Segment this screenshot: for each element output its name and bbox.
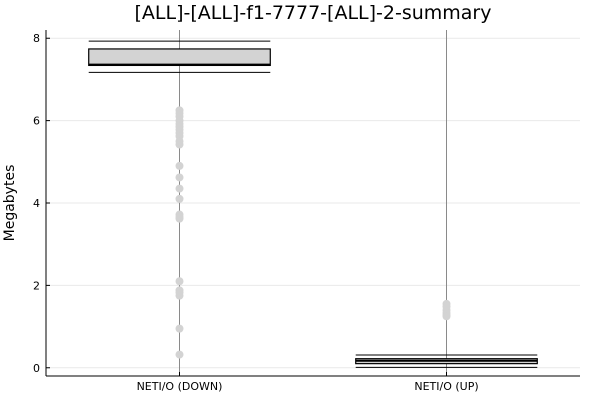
y-tick-label: 0: [33, 362, 40, 375]
y-tick-label: 8: [33, 32, 40, 45]
outlier-points: [175, 106, 451, 359]
y-axis-title: Megabytes: [2, 165, 18, 242]
outlier-point: [175, 350, 184, 359]
outlier-point: [175, 140, 184, 149]
y-tick-label: 4: [33, 197, 40, 210]
outlier-point: [175, 277, 184, 286]
tick-labels: 0 2 4 6 8 NETI/O (DOWN) NETI/O (UP): [33, 32, 479, 393]
y-tick-label: 2: [33, 279, 40, 292]
outlier-point: [175, 173, 184, 182]
gridlines: [46, 37, 580, 369]
iqr-box: [88, 48, 271, 67]
x-tick-label: NETI/O (UP): [414, 380, 478, 393]
outlier-point: [175, 194, 184, 203]
axes: [45, 30, 580, 377]
x-tick-label: NETI/O (DOWN): [137, 380, 223, 393]
outlier-point: [442, 312, 451, 321]
outlier-point: [175, 161, 184, 170]
boxes: [88, 40, 538, 368]
outlier-point: [175, 324, 184, 333]
outlier-point: [175, 184, 184, 193]
outlier-point: [175, 214, 184, 223]
chart-title: [ALL]-[ALL]-f1-7777-[ALL]-2-summary: [135, 2, 492, 24]
y-tick-label: 6: [33, 115, 40, 128]
outlier-point: [175, 291, 184, 300]
